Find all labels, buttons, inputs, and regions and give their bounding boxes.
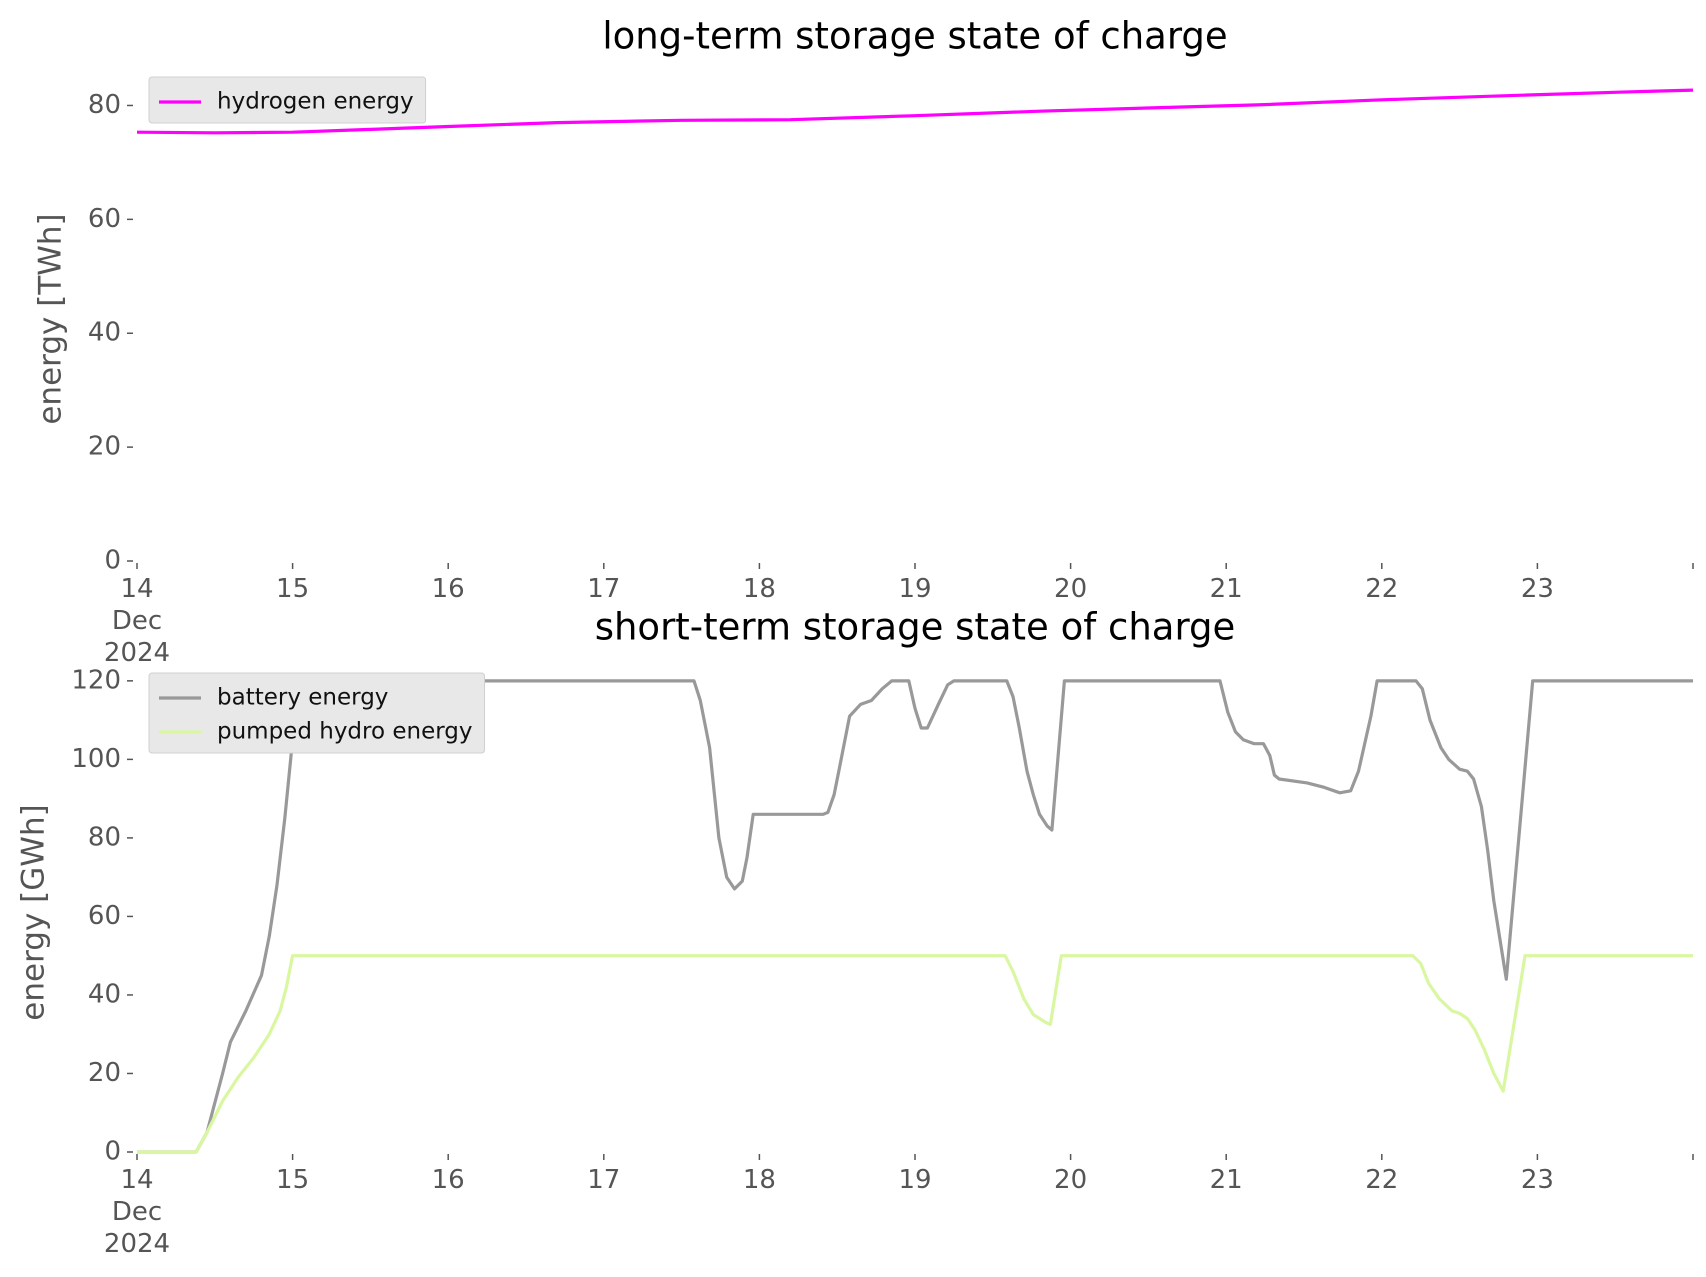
y-tick-label: 0 — [104, 1137, 121, 1167]
y-tick-label: 20 — [88, 1058, 121, 1088]
x-tick-label: 17 — [587, 1165, 621, 1195]
legend: hydrogen energy — [148, 76, 427, 124]
y-tick-label: 0 — [104, 546, 121, 576]
x-tick-label: 23 — [1520, 574, 1554, 604]
x-tick-label: 22 — [1365, 1165, 1399, 1195]
series-line — [136, 88, 1694, 135]
y-tick-label: 20 — [88, 432, 121, 462]
series-line — [137, 954, 1693, 1154]
x-tick-label: 19 — [898, 574, 932, 604]
y-tick-label: 80 — [88, 90, 121, 120]
y-tick-label: 100 — [71, 744, 121, 774]
legend-label: battery energy — [217, 685, 388, 711]
legend-label: pumped hydro energy — [217, 719, 473, 745]
x-tick-label: 18 — [742, 574, 776, 604]
y-tick-label: 120 — [71, 665, 121, 695]
x-tick-label: 18 — [742, 1165, 776, 1195]
x-tick-label: 14 Dec 2024 — [103, 574, 171, 668]
y-axis-label: energy [TWh] — [33, 213, 69, 424]
x-tick-label: 17 — [587, 574, 621, 604]
legend-box — [148, 76, 427, 124]
x-tick-label: 15 — [276, 1165, 310, 1195]
legend-label: hydrogen energy — [217, 89, 414, 115]
x-tick-label: 15 — [276, 574, 310, 604]
x-tick-label: 21 — [1209, 574, 1243, 604]
y-tick-label: 60 — [88, 901, 121, 931]
x-tick-label: 20 — [1054, 1165, 1088, 1195]
legend: battery energy pumped hydro energy — [148, 672, 486, 754]
y-tick-label: 40 — [88, 979, 121, 1009]
y-tick-label: 80 — [88, 822, 121, 852]
x-tick-label: 20 — [1054, 574, 1088, 604]
y-tick-label: 40 — [88, 318, 121, 348]
x-tick-label: 19 — [898, 1165, 932, 1195]
y-tick-label: 60 — [88, 204, 121, 234]
y-axis-label: energy [GWh] — [16, 804, 52, 1020]
legend-box — [148, 672, 486, 754]
x-tick-label: 23 — [1520, 1165, 1554, 1195]
chart-title: short-term storage state of charge — [595, 606, 1236, 649]
x-tick-label: 16 — [431, 1165, 465, 1195]
x-tick-label: 14 Dec 2024 — [103, 1165, 171, 1259]
x-tick-label: 16 — [431, 574, 465, 604]
x-tick-label: 22 — [1365, 574, 1399, 604]
x-tick-label: 21 — [1209, 1165, 1243, 1195]
chart-title: long-term storage state of charge — [602, 15, 1227, 58]
